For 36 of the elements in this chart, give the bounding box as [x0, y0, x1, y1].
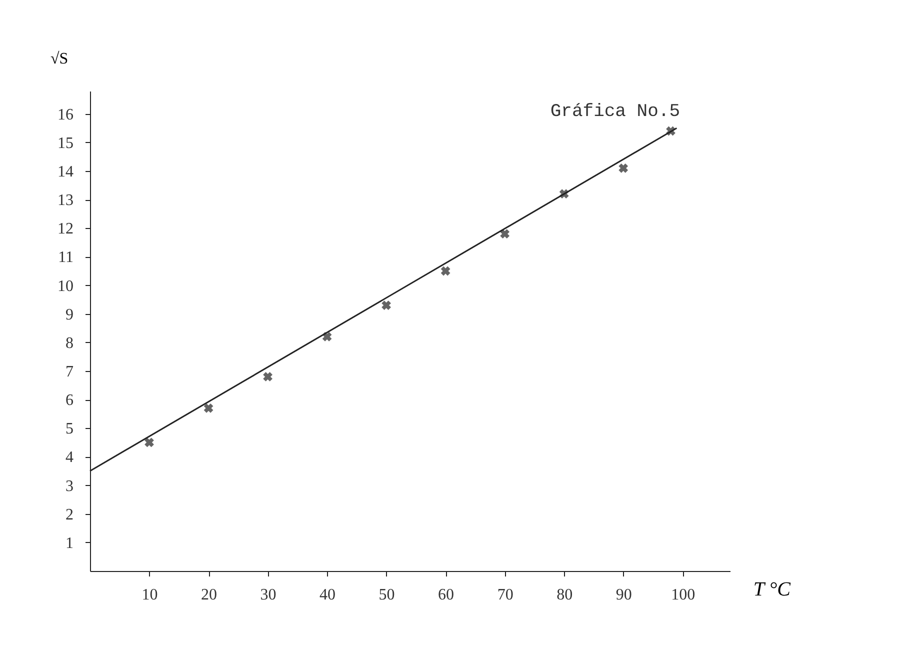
y-tick-label: 9 — [66, 306, 74, 324]
y-tick-label: 7 — [66, 364, 74, 380]
y-axis-title: √S — [50, 50, 68, 68]
y-tick-label: 13 — [58, 192, 74, 210]
y-tick-label: 3 — [66, 478, 74, 495]
y-tick-label: 1 — [66, 534, 74, 552]
point — [144, 438, 154, 448]
x-tick-label: 30 — [260, 586, 276, 604]
x-axis-title: T °C — [753, 578, 792, 600]
y-tick-label: 15 — [58, 134, 74, 152]
point — [382, 300, 391, 310]
y-tick-label: 4 — [66, 449, 74, 466]
x-tick-label: 40 — [320, 586, 336, 604]
y-tick-label: 12 — [58, 220, 74, 238]
y-tick-label: 16 — [58, 106, 74, 124]
y-tick-label: 8 — [66, 334, 74, 352]
x-tick-label: 50 — [378, 586, 395, 604]
y-tick-label: 6 — [66, 392, 74, 410]
point — [263, 372, 272, 382]
point — [618, 163, 628, 173]
y-tick-label: 11 — [58, 249, 74, 266]
x-tick-label: 10 — [142, 586, 158, 604]
y-tick-label: 14 — [58, 164, 74, 180]
x-tick-label: 70 — [497, 586, 514, 604]
x-tick-label: 20 — [201, 586, 218, 604]
point — [204, 403, 214, 413]
x-tick-label: 100 — [671, 586, 696, 604]
x-tick-label: 60 — [438, 586, 454, 604]
x-tick-label: 90 — [616, 586, 632, 604]
y-tick-label: 10 — [58, 278, 74, 295]
point — [440, 266, 450, 276]
y-tick-label: 5 — [66, 420, 74, 438]
y-tick-label: 2 — [66, 506, 74, 524]
x-tick-label: 80 — [556, 586, 573, 604]
text: Gráfica No.5 — [550, 102, 680, 122]
point — [500, 229, 510, 239]
